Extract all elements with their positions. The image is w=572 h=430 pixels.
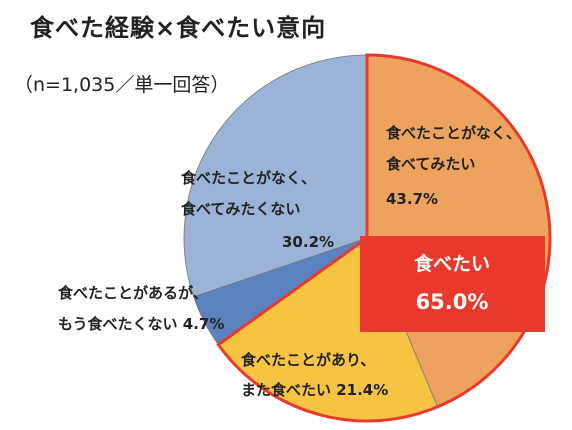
highlight-value: 65.0% xyxy=(416,290,489,314)
label-no-interest-line1: 食べたことがなく、 xyxy=(181,169,316,187)
highlight-label: 食べたい xyxy=(414,252,490,275)
label-no-more-line2: もう食べたくない 4.7% xyxy=(58,315,224,333)
value-want-to-try: 43.7% xyxy=(386,190,438,208)
chart-subtitle: （n=1,035／単一回答） xyxy=(14,74,230,96)
label-want-to-try-line2: 食べてみたい xyxy=(386,155,475,173)
label-no-more-line1: 食べたことがあるが、 xyxy=(58,284,208,302)
label-no-interest-line2: 食べてみたくない xyxy=(181,200,300,218)
label-want-again-line1: 食べたことがあり、 xyxy=(241,351,375,369)
highlight-box xyxy=(360,236,545,332)
label-want-to-try-line1: 食べたことがなく、 xyxy=(386,124,521,142)
chart-title: 食べた経験×食べたい意向 xyxy=(30,14,327,42)
slice-no-interest xyxy=(183,54,368,298)
value-no-interest: 30.2% xyxy=(282,233,334,251)
label-want-again-line2: また食べたい 21.4% xyxy=(241,381,388,399)
